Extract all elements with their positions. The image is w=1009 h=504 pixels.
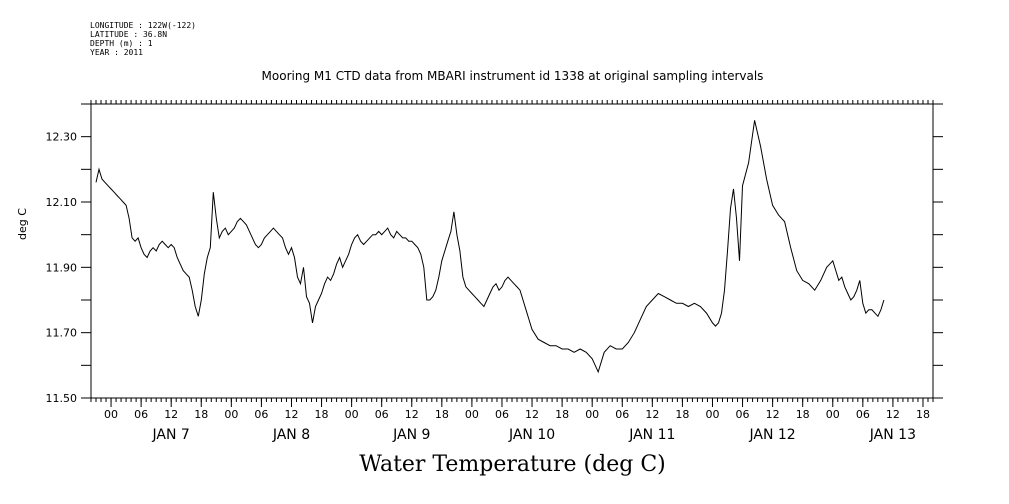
x-day-label: JAN 9 bbox=[392, 427, 430, 443]
x-hour-tick-label: 18 bbox=[916, 408, 930, 421]
x-hour-tick-label: 00 bbox=[826, 408, 840, 421]
axis-tick-labels: 00 06 12 18 00 06 12 18 00 06 12 18 00 06 12 18 00 06 12 18… bbox=[46, 131, 930, 443]
x-hour-tick-label: 00 bbox=[104, 408, 118, 421]
x-hour-tick-label: 00 bbox=[585, 408, 599, 421]
x-hour-tick-label: 00 bbox=[224, 408, 238, 421]
x-hour-tick-label: 06 bbox=[375, 408, 389, 421]
x-hour-tick-label: 18 bbox=[555, 408, 569, 421]
x-hour-tick-label: 00 bbox=[465, 408, 479, 421]
latitude-label: LATITUDE : 36.8N bbox=[90, 30, 168, 39]
series-line-water-temperature bbox=[95, 120, 885, 374]
x-hour-tick-label: 06 bbox=[856, 408, 870, 421]
y-tick-label: 11.90 bbox=[46, 261, 78, 274]
x-hour-tick-label: 12 bbox=[525, 408, 539, 421]
x-hour-tick-label: 06 bbox=[736, 408, 750, 421]
x-hour-tick-label: 06 bbox=[495, 408, 509, 421]
x-hour-tick-label: 18 bbox=[194, 408, 208, 421]
x-day-label: JAN 11 bbox=[628, 427, 675, 443]
x-hour-tick-label: 00 bbox=[705, 408, 719, 421]
year-label: YEAR : 2011 bbox=[90, 48, 143, 57]
x-hour-tick-label: 12 bbox=[886, 408, 900, 421]
x-day-label: JAN 12 bbox=[749, 427, 796, 443]
x-day-label: JAN 10 bbox=[508, 427, 555, 443]
longitude-label: LONGITUDE : 122W(-122) bbox=[90, 21, 196, 30]
y-tick-label: 11.70 bbox=[46, 327, 78, 340]
x-day-label: JAN 7 bbox=[152, 427, 190, 443]
x-hour-tick-label: 00 bbox=[345, 408, 359, 421]
y-tick-label: 12.30 bbox=[46, 131, 78, 144]
chart-title: Mooring M1 CTD data from MBARI instrumen… bbox=[261, 69, 764, 83]
x-hour-tick-label: 12 bbox=[164, 408, 178, 421]
x-hour-tick-label: 06 bbox=[254, 408, 268, 421]
x-hour-tick-label: 12 bbox=[405, 408, 419, 421]
x-day-label: JAN 13 bbox=[869, 427, 916, 443]
x-axis-label: Water Temperature (deg C) bbox=[359, 452, 666, 477]
y-tick-label: 12.10 bbox=[46, 196, 78, 209]
x-hour-tick-label: 18 bbox=[435, 408, 449, 421]
x-hour-tick-label: 12 bbox=[284, 408, 298, 421]
x-hour-tick-label: 12 bbox=[645, 408, 659, 421]
dataset-metadata: LONGITUDE : 122W(-122) LATITUDE : 36.8N … bbox=[90, 21, 196, 57]
x-day-label: JAN 8 bbox=[272, 427, 310, 443]
x-hour-tick-label: 18 bbox=[315, 408, 329, 421]
x-hour-tick-label: 06 bbox=[615, 408, 629, 421]
x-hour-tick-label: 18 bbox=[675, 408, 689, 421]
depth-label: DEPTH (m) : 1 bbox=[90, 39, 153, 48]
axis-ticks bbox=[81, 100, 943, 407]
x-hour-tick-label: 12 bbox=[766, 408, 780, 421]
plot-frame bbox=[90, 103, 934, 399]
x-hour-tick-label: 18 bbox=[796, 408, 810, 421]
y-tick-label: 11.50 bbox=[46, 392, 78, 405]
x-hour-tick-label: 06 bbox=[134, 408, 148, 421]
